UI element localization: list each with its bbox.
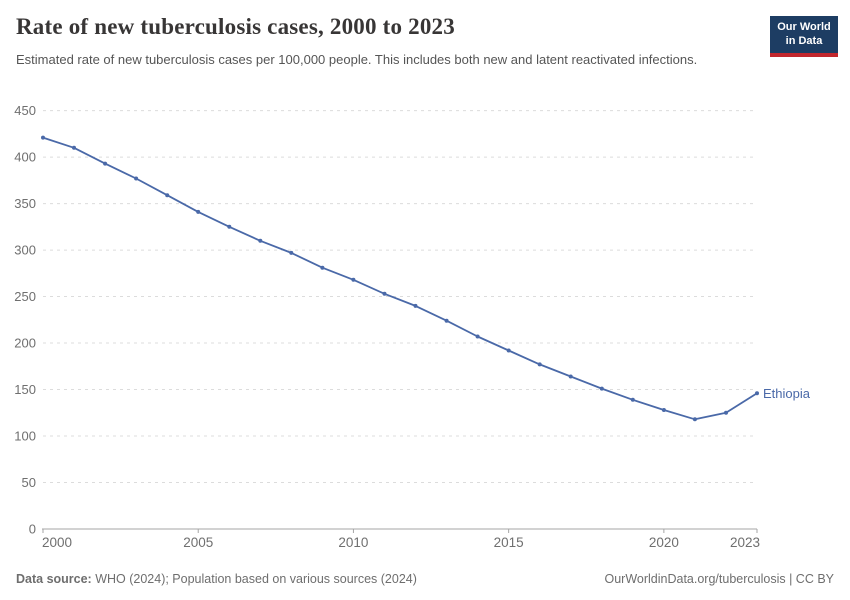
owid-logo-line1: Our World bbox=[777, 21, 831, 33]
data-point-marker bbox=[599, 386, 604, 391]
data-point-marker bbox=[351, 277, 356, 282]
x-axis-tick-label: 2020 bbox=[649, 535, 679, 550]
data-point-marker bbox=[755, 391, 759, 396]
data-point-marker bbox=[134, 176, 139, 181]
y-axis-tick-label: 400 bbox=[14, 150, 36, 165]
series-end-label: Ethiopia bbox=[763, 386, 811, 401]
x-axis-tick-label: 2010 bbox=[338, 535, 368, 550]
y-axis-tick-label: 100 bbox=[14, 429, 36, 444]
y-axis-tick-label: 250 bbox=[14, 289, 36, 304]
y-axis-tick-label: 300 bbox=[14, 243, 36, 258]
chart-title: Rate of new tuberculosis cases, 2000 to … bbox=[16, 14, 455, 39]
data-point-marker bbox=[227, 224, 232, 229]
y-axis-tick-label: 450 bbox=[14, 103, 36, 118]
data-point-marker bbox=[196, 209, 201, 214]
x-axis-tick-label: 2023 bbox=[730, 535, 760, 550]
y-axis-tick-label: 50 bbox=[22, 475, 36, 490]
data-point-marker bbox=[475, 334, 480, 339]
data-point-marker bbox=[258, 238, 263, 243]
data-point-marker bbox=[41, 135, 45, 140]
y-axis-tick-label: 200 bbox=[14, 336, 36, 351]
data-point-marker bbox=[568, 374, 573, 379]
owid-license-link[interactable]: OurWorldinData.org/tuberculosis | CC BY bbox=[604, 572, 835, 586]
data-source-text: WHO (2024); Population based on various … bbox=[91, 572, 417, 586]
data-point-marker bbox=[413, 303, 418, 308]
x-axis-tick-label: 2015 bbox=[494, 535, 524, 550]
data-point-marker bbox=[382, 291, 387, 296]
data-point-marker bbox=[72, 145, 76, 150]
data-line bbox=[42, 136, 758, 421]
y-axis-tick-label: 350 bbox=[14, 196, 36, 211]
chart-subtitle: Estimated rate of new tuberculosis cases… bbox=[16, 52, 698, 67]
data-point-marker bbox=[506, 348, 511, 353]
data-point-marker bbox=[724, 410, 728, 415]
data-point-marker bbox=[661, 408, 666, 412]
data-point-marker bbox=[692, 417, 697, 422]
data-point-marker bbox=[537, 362, 542, 367]
data-point-marker bbox=[630, 397, 635, 402]
chart-footer: Data source: WHO (2024); Population base… bbox=[16, 572, 834, 586]
data-point-marker bbox=[103, 161, 108, 166]
data-point-marker bbox=[165, 193, 170, 198]
owid-logo[interactable]: Our World in Data bbox=[770, 16, 838, 57]
data-source-note: Data source: WHO (2024); Population base… bbox=[16, 572, 417, 586]
y-axis-tick-label: 0 bbox=[29, 522, 36, 537]
x-axis-tick-label: 2005 bbox=[183, 535, 213, 550]
data-point-marker bbox=[289, 250, 294, 255]
owid-logo-line2: in Data bbox=[785, 35, 823, 48]
data-source-label: Data source: bbox=[16, 572, 92, 586]
data-point-marker bbox=[320, 265, 325, 270]
y-axis-tick-label: 150 bbox=[14, 382, 36, 397]
data-point-marker bbox=[444, 318, 449, 323]
x-axis-tick-label: 2000 bbox=[42, 535, 72, 550]
